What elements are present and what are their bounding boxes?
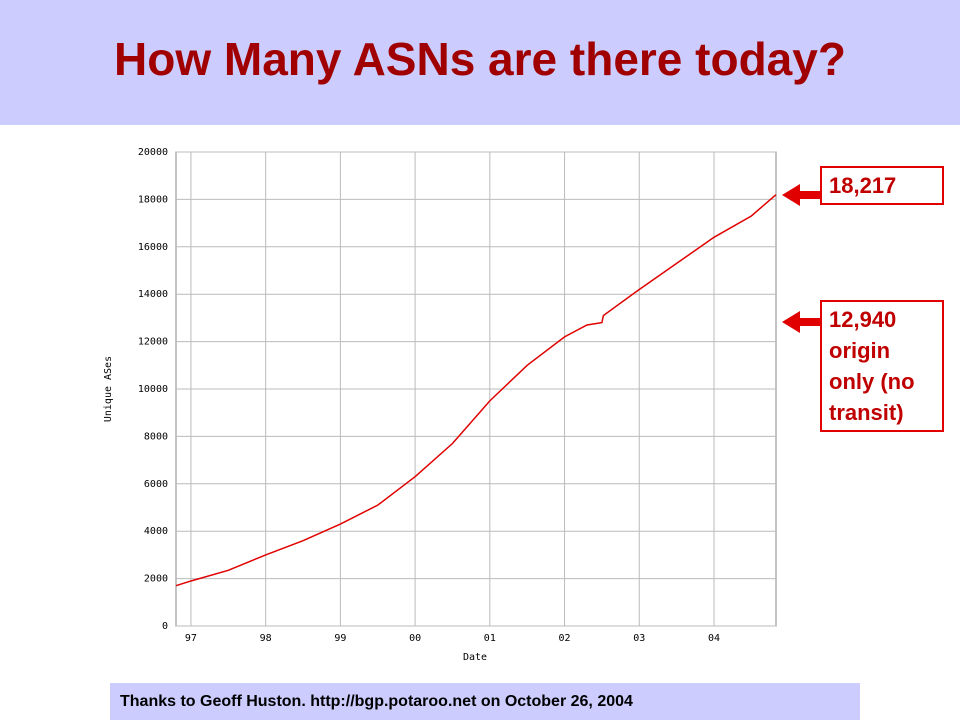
source-note: Thanks to Geoff Huston. http://bgp.potar… [120,693,633,710]
annotation: 12,940 origin only (no transit) [820,300,944,432]
y-tick-label: 20000 [138,147,168,158]
data-line [175,194,777,587]
arrow [782,311,820,333]
header-band: How Many ASNs are there today? [0,0,960,125]
x-tick-label: 02 [559,633,571,644]
x-tick-label: 04 [708,633,720,644]
slide-title: How Many ASNs are there today? [114,33,846,85]
y-tick-label: 16000 [138,242,168,253]
y-tick-label: 2000 [144,574,168,585]
y-tick-label: 18000 [138,194,168,205]
x-tick-label: 97 [185,633,197,644]
arrow [782,184,820,206]
y-tick-label: 8000 [144,431,168,442]
y-tick-label: 10000 [138,384,168,395]
annotation: 18,217 [820,166,944,205]
y-tick-label: 14000 [138,289,168,300]
y-tick-label: 0 [162,621,168,632]
y-tick-label: 6000 [144,479,168,490]
y-tick-label: 12000 [138,337,168,348]
x-tick-label: 98 [260,633,272,644]
y-tick-label: 4000 [144,526,168,537]
y-axis-label: Unique ASes [103,356,114,422]
x-tick-label: 03 [633,633,645,644]
footer-band: Thanks to Geoff Huston. http://bgp.potar… [110,683,860,720]
x-tick-label: 00 [409,633,421,644]
x-tick-label: 01 [484,633,496,644]
x-tick-label: 99 [334,633,346,644]
x-axis-label: Date [463,652,487,663]
